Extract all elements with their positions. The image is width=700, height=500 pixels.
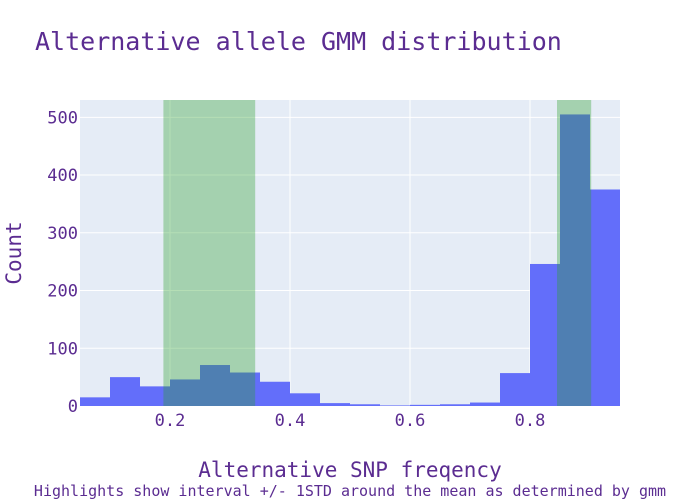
histogram-bar: [380, 405, 410, 406]
histogram-bar: [110, 377, 140, 406]
x-axis-title: Alternative SNP freqency: [198, 458, 501, 482]
y-tick-label: 400: [47, 166, 78, 186]
x-tick-label: 0.6: [395, 411, 426, 431]
histogram-bar: [410, 404, 440, 406]
x-tick-label: 0.4: [275, 411, 306, 431]
histogram-bar: [230, 372, 260, 406]
x-tick-label: 0.8: [515, 411, 546, 431]
chart-title: Alternative allele GMM distribution: [35, 27, 562, 56]
histogram-bar: [80, 397, 110, 406]
y-tick-label: 100: [47, 339, 78, 359]
histogram-bar: [560, 114, 590, 406]
histogram-bar: [440, 404, 470, 406]
histogram-bar: [320, 403, 350, 406]
highlight-band: [163, 100, 256, 406]
x-axis-ticks: 0.2 0.4 0.6 0.8: [155, 411, 546, 431]
histogram-bars: [80, 114, 620, 406]
y-tick-label: 300: [47, 224, 78, 244]
y-tick-label: 500: [47, 108, 78, 128]
y-axis-title: Count: [2, 221, 26, 284]
histogram-bar: [470, 402, 500, 406]
histogram-bar: [140, 386, 170, 406]
highlight-band: [557, 100, 592, 406]
histogram-bar: [350, 404, 380, 406]
histogram-bar: [530, 263, 560, 406]
highlight-bands: [163, 100, 592, 406]
y-tick-label: 200: [47, 282, 78, 302]
histogram-bar: [200, 365, 230, 406]
y-axis-ticks: 0 100 200 300 400 500: [47, 108, 78, 417]
x-tick-label: 0.2: [155, 411, 186, 431]
histogram-bar: [290, 393, 320, 406]
histogram-bar: [260, 381, 290, 406]
gridlines: [80, 100, 620, 406]
histogram-bar: [590, 189, 620, 406]
y-tick-label: 0: [68, 397, 78, 417]
chart-caption: Highlights show interval +/- 1STD around…: [34, 482, 666, 500]
histogram-bar: [170, 379, 200, 406]
histogram-bar: [500, 373, 530, 406]
